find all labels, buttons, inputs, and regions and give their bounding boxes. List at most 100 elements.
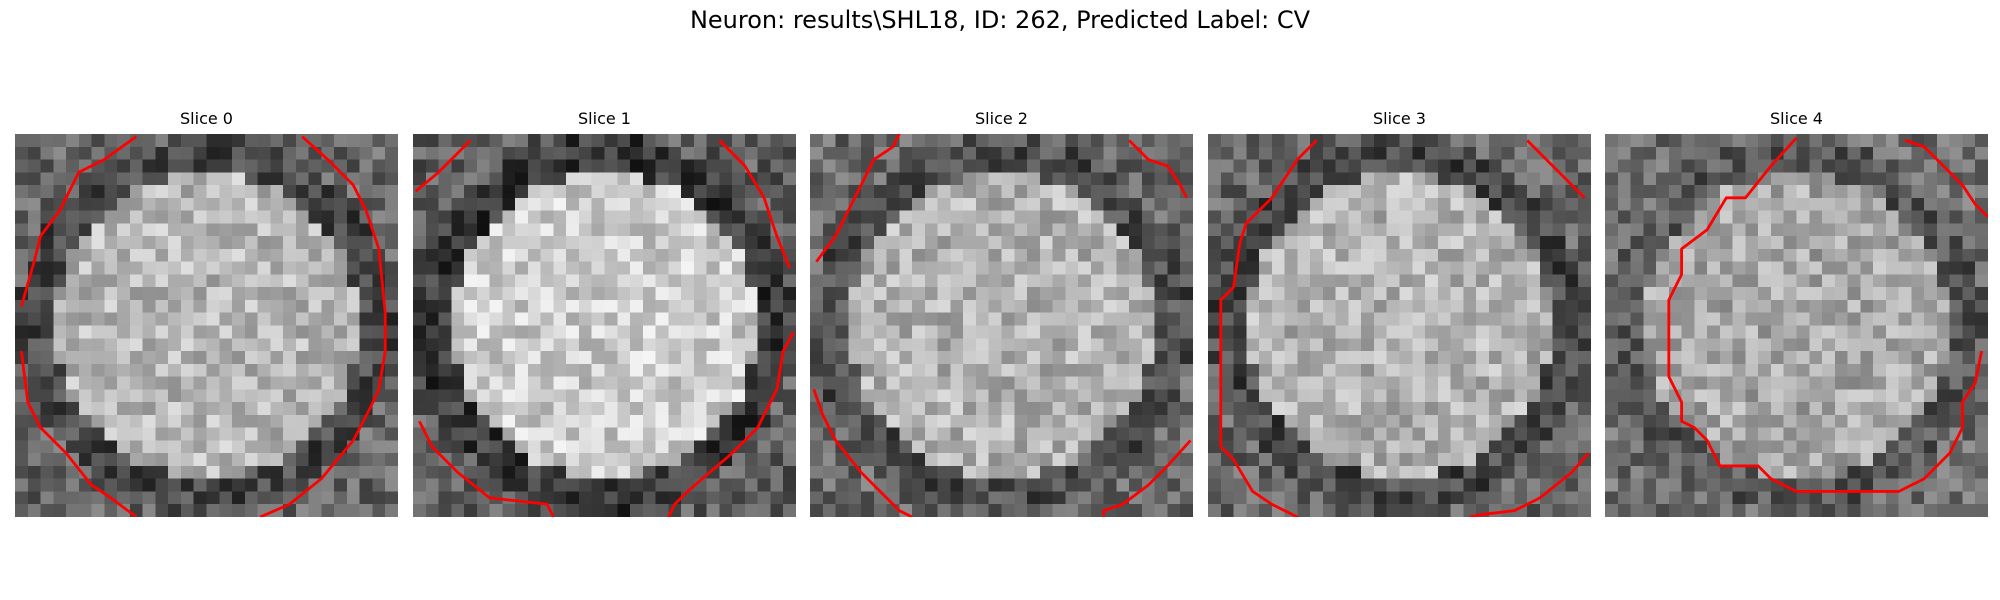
image-pixel — [540, 261, 554, 275]
image-pixel — [1297, 236, 1311, 250]
image-pixel — [295, 351, 309, 365]
image-pixel — [1476, 236, 1490, 250]
image-pixel — [155, 465, 169, 479]
image-pixel — [822, 453, 836, 467]
image-pixel — [873, 465, 887, 479]
image-pixel — [1783, 287, 1797, 301]
image-pixel — [899, 465, 913, 479]
image-pixel — [1758, 453, 1772, 467]
image-pixel — [1246, 146, 1260, 160]
image-pixel — [566, 504, 580, 517]
image-pixel — [1732, 453, 1746, 467]
image-pixel — [464, 325, 478, 339]
image-pixel — [527, 402, 541, 416]
image-pixel — [591, 465, 605, 479]
image-pixel — [642, 274, 656, 288]
image-pixel — [464, 504, 478, 517]
image-pixel — [1552, 389, 1566, 403]
image-pixel — [1527, 465, 1541, 479]
image-pixel — [451, 491, 465, 505]
image-pixel — [1681, 363, 1695, 377]
image-pixel — [912, 146, 926, 160]
image-pixel — [1758, 185, 1772, 199]
image-pixel — [451, 185, 465, 199]
image-pixel — [1322, 402, 1336, 416]
image-pixel — [1412, 312, 1426, 326]
image-pixel — [1783, 134, 1797, 148]
image-pixel — [15, 491, 29, 505]
image-pixel — [1361, 299, 1375, 313]
image-pixel — [1578, 134, 1591, 148]
image-pixel — [295, 453, 309, 467]
image-pixel — [1154, 440, 1168, 454]
image-pixel — [1259, 351, 1273, 365]
image-pixel — [413, 338, 427, 352]
image-pixel — [1335, 299, 1349, 313]
image-pixel — [591, 223, 605, 237]
image-pixel — [822, 299, 836, 313]
image-pixel — [1039, 146, 1053, 160]
image-pixel — [706, 440, 720, 454]
image-pixel — [244, 453, 258, 467]
image-pixel — [232, 223, 246, 237]
image-pixel — [425, 210, 439, 224]
image-pixel — [1322, 376, 1336, 390]
image-pixel — [1361, 248, 1375, 262]
image-pixel — [719, 478, 733, 492]
image-pixel — [1885, 504, 1899, 517]
image-pixel — [104, 236, 118, 250]
image-pixel — [1090, 325, 1104, 339]
image-pixel — [1565, 159, 1579, 173]
image-pixel — [553, 223, 567, 237]
image-pixel — [1552, 414, 1566, 428]
image-pixel — [770, 402, 784, 416]
image-pixel — [1208, 172, 1222, 186]
image-pixel — [1796, 274, 1810, 288]
image-pixel — [744, 491, 758, 505]
image-pixel — [104, 159, 118, 173]
image-pixel — [744, 465, 758, 479]
image-pixel — [1437, 197, 1451, 211]
image-pixel — [129, 325, 143, 339]
image-pixel — [617, 159, 631, 173]
image-pixel — [527, 325, 541, 339]
image-pixel — [413, 185, 427, 199]
image-pixel — [489, 248, 503, 262]
image-pixel — [1822, 274, 1836, 288]
image-pixel — [744, 185, 758, 199]
image-pixel — [1860, 440, 1874, 454]
image-pixel — [937, 248, 951, 262]
image-pixel — [270, 440, 284, 454]
image-pixel — [1167, 197, 1181, 211]
image-pixel — [1796, 134, 1810, 148]
image-pixel — [1681, 159, 1695, 173]
image-pixel — [502, 491, 516, 505]
image-pixel — [1412, 478, 1426, 492]
image-pixel — [1911, 236, 1925, 250]
image-pixel — [15, 427, 29, 441]
image-pixel — [1949, 389, 1963, 403]
image-pixel — [1578, 312, 1591, 326]
image-pixel — [810, 146, 824, 160]
image-pixel — [1039, 325, 1053, 339]
image-pixel — [655, 261, 669, 275]
image-pixel — [1694, 414, 1708, 428]
image-pixel — [1180, 146, 1193, 160]
image-pixel — [104, 210, 118, 224]
image-pixel — [1514, 248, 1528, 262]
image-pixel — [1463, 134, 1477, 148]
image-pixel — [1796, 427, 1810, 441]
image-pixel — [1129, 236, 1143, 250]
image-pixel — [681, 338, 695, 352]
image-pixel — [540, 172, 554, 186]
image-pixel — [706, 402, 720, 416]
image-pixel — [1847, 363, 1861, 377]
image-pixel — [783, 414, 796, 428]
image-pixel — [1437, 210, 1451, 224]
image-pixel — [1014, 440, 1028, 454]
image-pixel — [1539, 223, 1553, 237]
image-pixel — [1001, 427, 1015, 441]
image-pixel — [617, 402, 631, 416]
image-pixel — [1552, 325, 1566, 339]
contour-line — [1904, 139, 1988, 218]
